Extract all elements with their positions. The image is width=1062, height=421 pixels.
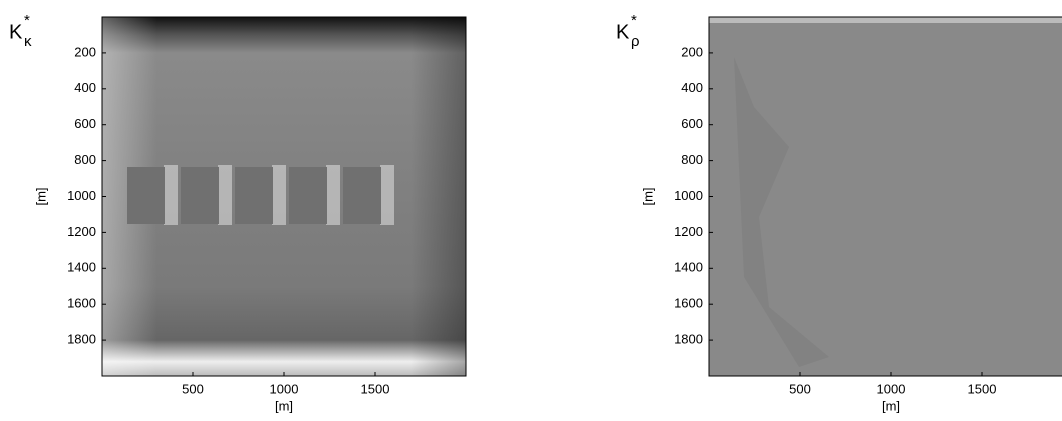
y-axis-label: [m]: [33, 187, 48, 205]
image-gap: [326, 165, 340, 225]
y-tick-label: 400: [681, 80, 703, 95]
y-tick-label: 1800: [67, 332, 96, 347]
image-block: [127, 167, 165, 224]
y-axis-label: [m]: [640, 187, 655, 205]
x-axis-label: [m]: [882, 398, 900, 413]
x-tick-label: 1000: [877, 381, 906, 396]
x-tick-label: 1500: [361, 381, 390, 396]
y-tick-label: 1400: [67, 260, 96, 275]
title-sub: ρ: [631, 33, 640, 50]
image-band: [709, 17, 1062, 23]
title-base: K: [9, 21, 23, 43]
image-gap: [164, 165, 178, 225]
y-tick-label: 1000: [67, 188, 96, 203]
image-panel: [709, 17, 1062, 376]
y-tick-label: 800: [681, 152, 703, 167]
x-tick-label: 1000: [270, 381, 299, 396]
image-gap: [272, 165, 286, 225]
image-gap: [380, 165, 394, 225]
y-tick-label: 1600: [674, 296, 703, 311]
y-tick-label: 600: [681, 116, 703, 131]
image-gap: [218, 165, 232, 225]
title-sup: *: [631, 12, 637, 29]
y-tick-label: 1200: [67, 224, 96, 239]
title-sup: *: [24, 12, 30, 29]
x-axis-label: [m]: [275, 398, 293, 413]
x-tick-label: 500: [789, 381, 811, 396]
y-tick-label: 800: [74, 152, 96, 167]
y-tick-label: 1000: [674, 188, 703, 203]
y-tick-label: 200: [74, 44, 96, 59]
y-tick-label: 400: [74, 80, 96, 95]
title-sub: κ: [24, 33, 32, 50]
y-tick-label: 200: [681, 44, 703, 59]
image-block: [235, 167, 273, 224]
title-base: K: [616, 21, 630, 43]
y-tick-label: 600: [74, 116, 96, 131]
x-tick-label: 1500: [968, 381, 997, 396]
y-tick-label: 1800: [674, 332, 703, 347]
image-block: [289, 167, 327, 224]
image-panel: [102, 17, 466, 376]
y-tick-label: 1200: [674, 224, 703, 239]
figure: 500 1000 1500 200 400 600 800 1000 1200 1400 1600 1…: [0, 0, 1062, 421]
y-tick-label: 1600: [67, 296, 96, 311]
image-block: [181, 167, 219, 224]
x-tick-label: 500: [182, 381, 204, 396]
y-tick-label: 1400: [674, 260, 703, 275]
image-block: [343, 167, 381, 224]
